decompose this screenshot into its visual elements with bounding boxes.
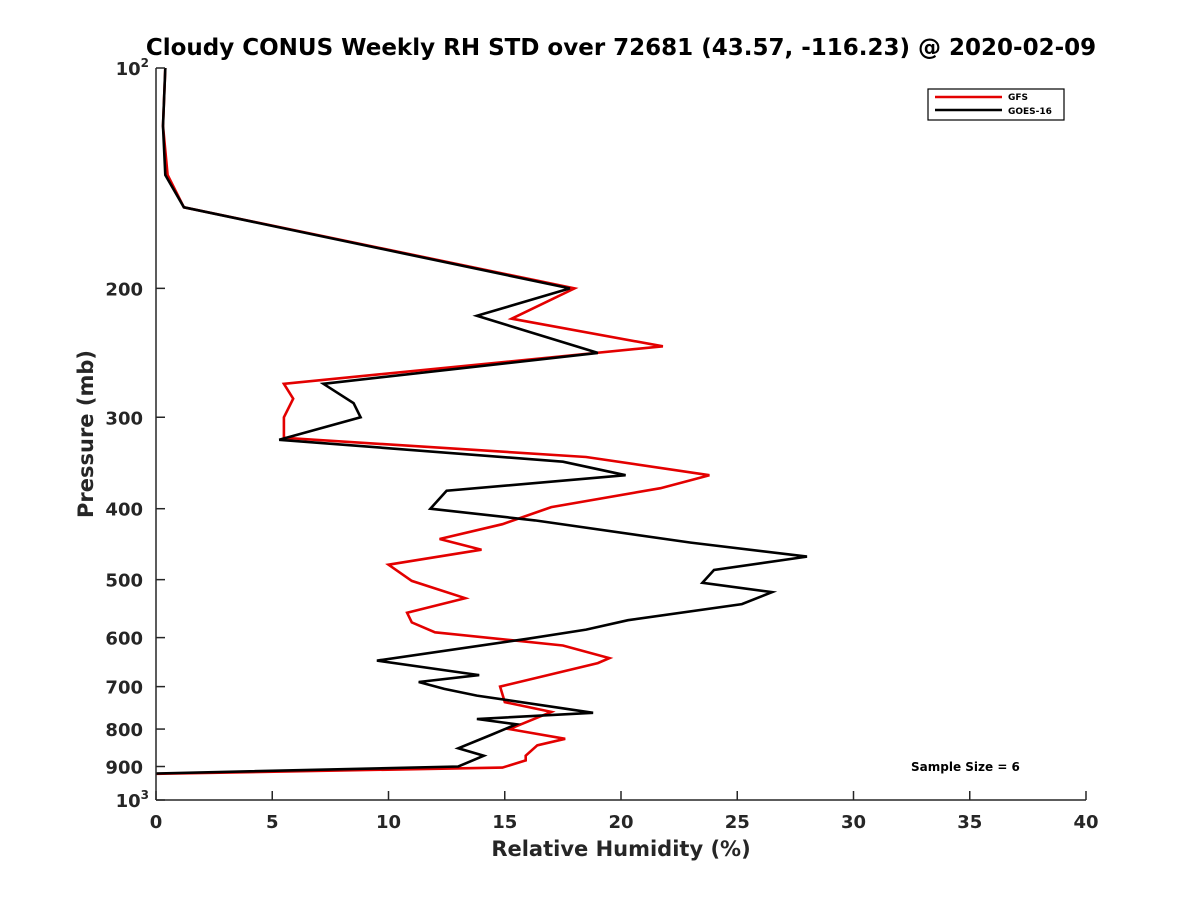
plot-area <box>156 68 1086 800</box>
y-axis-label: Pressure (mb) <box>74 350 98 518</box>
legend-gfs-label: GFS <box>1008 93 1028 103</box>
y-tick-label: 900 <box>105 758 143 779</box>
legend-box <box>927 88 1065 121</box>
x-tick-label: 35 <box>957 812 982 833</box>
y-tick-label: 102 <box>116 56 149 80</box>
sample-size-annotation: Sample Size = 6 <box>911 760 1020 774</box>
series-line-goes-16 <box>155 67 808 775</box>
y-tick-label: 700 <box>105 678 143 699</box>
y-tick-label: 103 <box>116 788 149 812</box>
y-tick-label: 200 <box>105 279 143 300</box>
legend: GFS GOES-16 <box>927 88 1065 121</box>
y-tick-label: 300 <box>105 408 143 429</box>
legend-goes-label: GOES-16 <box>1008 107 1052 117</box>
x-axis-label: Relative Humidity (%) <box>491 837 750 861</box>
x-tick-label: 0 <box>150 812 163 833</box>
y-tick-label: 500 <box>105 571 143 592</box>
y-tick-label: 800 <box>105 720 143 741</box>
series-line-gfs <box>155 67 710 776</box>
y-ticks: 102 200 300 400 500 600 700 800 900 103 <box>105 56 165 812</box>
chart-title: Cloudy CONUS Weekly RH STD over 72681 (4… <box>146 35 1096 61</box>
x-tick-label: 10 <box>376 812 401 833</box>
x-tick-label: 15 <box>492 812 517 833</box>
y-tick-label: 600 <box>105 629 143 650</box>
x-tick-label: 30 <box>841 812 866 833</box>
x-tick-label: 25 <box>725 812 750 833</box>
x-ticks: 0 5 10 15 20 25 30 35 40 <box>150 791 1099 833</box>
x-tick-label: 5 <box>266 812 279 833</box>
series-layer <box>155 67 808 776</box>
x-tick-label: 40 <box>1073 812 1098 833</box>
x-tick-label: 20 <box>608 812 633 833</box>
y-tick-label: 400 <box>105 500 143 521</box>
